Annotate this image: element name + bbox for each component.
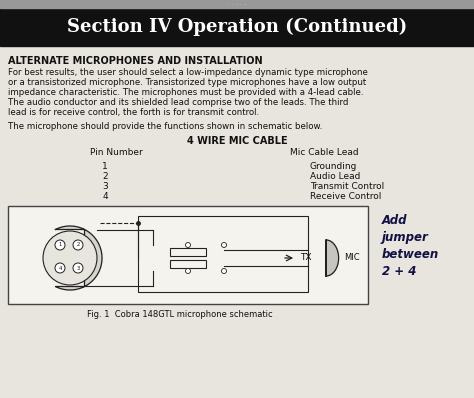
- Text: 2: 2: [76, 242, 80, 248]
- Circle shape: [73, 263, 83, 273]
- Text: Audio Lead: Audio Lead: [310, 172, 360, 181]
- Text: Receive Control: Receive Control: [310, 192, 382, 201]
- Text: 1: 1: [102, 162, 108, 171]
- Bar: [0, 8, 474, 46]
- Text: For best results, the user should select a low-impedance dynamic type microphone: For best results, the user should select…: [8, 68, 368, 77]
- Bar: [8, 206, 368, 304]
- Bar: [0, 0, 474, 8]
- Text: MIC: MIC: [345, 254, 360, 263]
- Circle shape: [221, 269, 227, 273]
- Polygon shape: [55, 226, 102, 290]
- Circle shape: [185, 269, 191, 273]
- Text: 1: 1: [58, 242, 62, 248]
- Circle shape: [73, 240, 83, 250]
- Bar: [170, 248, 206, 256]
- Text: Transmit Control: Transmit Control: [310, 182, 384, 191]
- Text: 4 WIRE MIC CABLE: 4 WIRE MIC CABLE: [187, 136, 287, 146]
- Polygon shape: [326, 240, 338, 276]
- Text: 4: 4: [58, 265, 62, 271]
- Text: or a transistorized microphone. Transistorized type microphones have a low outpu: or a transistorized microphone. Transist…: [8, 78, 366, 87]
- Bar: [170, 260, 206, 268]
- Text: lead is for receive control, the forth is for transmit control.: lead is for receive control, the forth i…: [8, 108, 259, 117]
- Text: impedance characteristic. The microphones must be provided with a 4-lead cable.: impedance characteristic. The microphone…: [8, 88, 364, 97]
- Circle shape: [185, 242, 191, 248]
- Text: 2: 2: [102, 172, 108, 181]
- Bar: [138, 216, 308, 292]
- Text: Section IV Operation (Continued): Section IV Operation (Continued): [67, 18, 407, 36]
- Circle shape: [55, 240, 65, 250]
- Text: Add
jumper
between
2 + 4: Add jumper between 2 + 4: [382, 214, 439, 278]
- Text: ALTERNATE MICROPHONES AND INSTALLATION: ALTERNATE MICROPHONES AND INSTALLATION: [8, 56, 263, 66]
- Text: 3: 3: [102, 182, 108, 191]
- Text: The audio conductor and its shielded lead comprise two of the leads. The third: The audio conductor and its shielded lea…: [8, 98, 348, 107]
- Text: - - - - -: - - - - -: [228, 2, 246, 6]
- Text: Mic Cable Lead: Mic Cable Lead: [290, 148, 359, 157]
- Text: TX: TX: [300, 254, 311, 263]
- Text: Fig. 1  Cobra 148GTL microphone schematic: Fig. 1 Cobra 148GTL microphone schematic: [87, 310, 273, 319]
- Text: Pin Number: Pin Number: [90, 148, 143, 157]
- Circle shape: [43, 231, 97, 285]
- Circle shape: [55, 263, 65, 273]
- Text: 3: 3: [76, 265, 80, 271]
- Text: The microphone should provide the functions shown in schematic below.: The microphone should provide the functi…: [8, 122, 322, 131]
- Circle shape: [221, 242, 227, 248]
- Text: 4: 4: [102, 192, 108, 201]
- Text: Grounding: Grounding: [310, 162, 357, 171]
